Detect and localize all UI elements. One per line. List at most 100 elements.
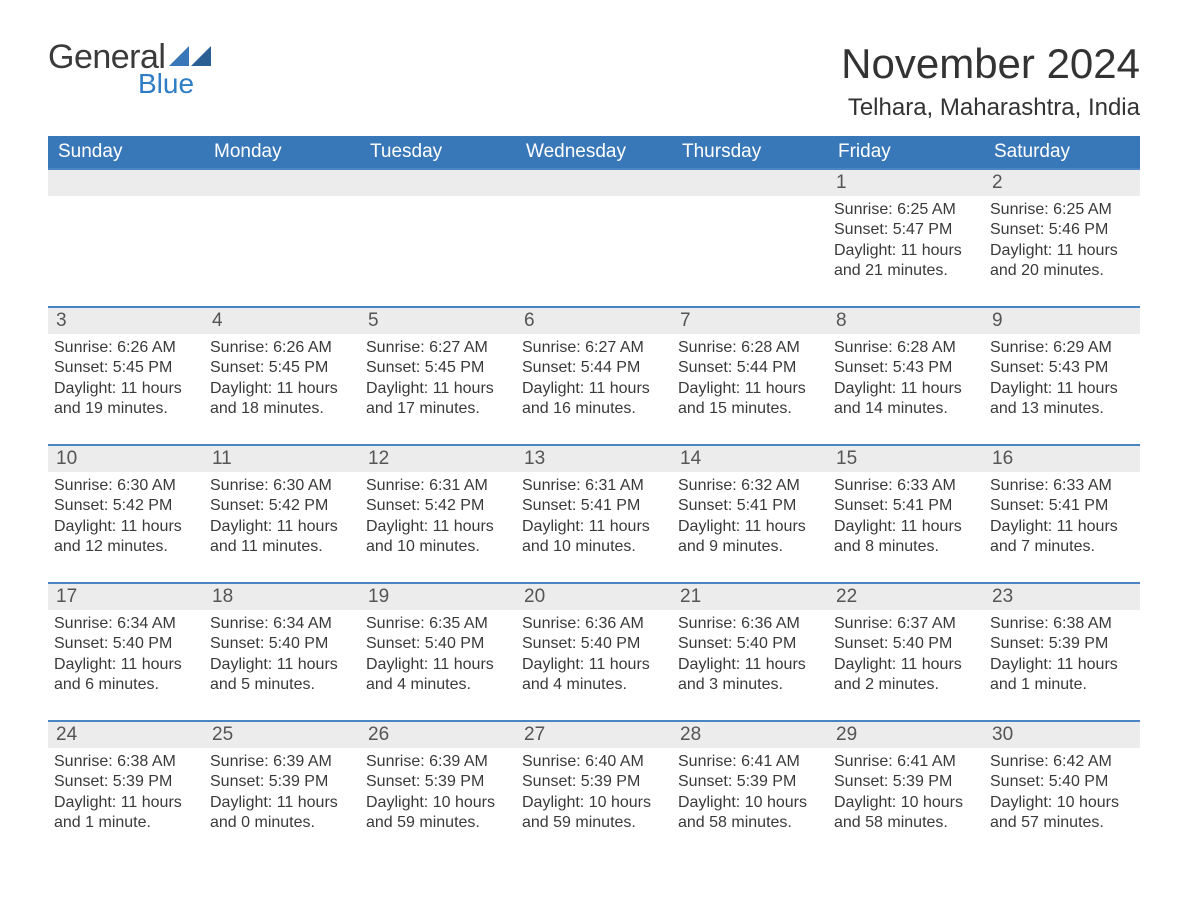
calendar-day-cell: 9Sunrise: 6:29 AMSunset: 5:43 PMDaylight… [984,307,1140,445]
weekday-header: Wednesday [516,136,672,169]
sunrise-line: Sunrise: 6:25 AM [990,200,1134,220]
calendar-day-cell: 14Sunrise: 6:32 AMSunset: 5:41 PMDayligh… [672,445,828,583]
day-details: Sunrise: 6:38 AMSunset: 5:39 PMDaylight:… [984,610,1140,702]
calendar-day-cell: 8Sunrise: 6:28 AMSunset: 5:43 PMDaylight… [828,307,984,445]
sunrise-line: Sunrise: 6:27 AM [366,338,510,358]
day-number: 19 [360,584,516,610]
calendar-day-cell: 24Sunrise: 6:38 AMSunset: 5:39 PMDayligh… [48,721,204,841]
sunrise-line: Sunrise: 6:33 AM [834,476,978,496]
sunset-line: Sunset: 5:39 PM [366,772,510,792]
day-number: 20 [516,584,672,610]
day-number: 6 [516,308,672,334]
daylight-line: Daylight: 11 hours and 10 minutes. [522,517,666,558]
calendar-day-cell: 25Sunrise: 6:39 AMSunset: 5:39 PMDayligh… [204,721,360,841]
calendar-day-cell: 29Sunrise: 6:41 AMSunset: 5:39 PMDayligh… [828,721,984,841]
daylight-line: Daylight: 11 hours and 3 minutes. [678,655,822,696]
daylight-line: Daylight: 11 hours and 4 minutes. [522,655,666,696]
daylight-line: Daylight: 11 hours and 16 minutes. [522,379,666,420]
sunrise-line: Sunrise: 6:29 AM [990,338,1134,358]
day-number: 8 [828,308,984,334]
logo-triangle-icon [169,40,213,68]
sunrise-line: Sunrise: 6:30 AM [210,476,354,496]
calendar-day-cell: 4Sunrise: 6:26 AMSunset: 5:45 PMDaylight… [204,307,360,445]
sunrise-line: Sunrise: 6:41 AM [834,752,978,772]
day-details: Sunrise: 6:41 AMSunset: 5:39 PMDaylight:… [672,748,828,840]
day-number: 26 [360,722,516,748]
sunrise-line: Sunrise: 6:39 AM [210,752,354,772]
calendar-day-cell: 16Sunrise: 6:33 AMSunset: 5:41 PMDayligh… [984,445,1140,583]
daylight-line: Daylight: 11 hours and 13 minutes. [990,379,1134,420]
calendar-day-cell: 11Sunrise: 6:30 AMSunset: 5:42 PMDayligh… [204,445,360,583]
sunset-line: Sunset: 5:43 PM [990,358,1134,378]
day-details: Sunrise: 6:28 AMSunset: 5:43 PMDaylight:… [828,334,984,426]
daylight-line: Daylight: 11 hours and 1 minute. [54,793,198,834]
weekday-header: Saturday [984,136,1140,169]
daylight-line: Daylight: 11 hours and 7 minutes. [990,517,1134,558]
calendar-day-cell [516,169,672,307]
sunset-line: Sunset: 5:45 PM [54,358,198,378]
sunset-line: Sunset: 5:41 PM [990,496,1134,516]
day-number: 7 [672,308,828,334]
logo: General Blue [48,40,213,98]
calendar-day-cell: 12Sunrise: 6:31 AMSunset: 5:42 PMDayligh… [360,445,516,583]
sunrise-line: Sunrise: 6:28 AM [678,338,822,358]
month-title: November 2024 [841,40,1140,88]
sunrise-line: Sunrise: 6:36 AM [522,614,666,634]
day-number: 14 [672,446,828,472]
calendar-day-cell: 20Sunrise: 6:36 AMSunset: 5:40 PMDayligh… [516,583,672,721]
daylight-line: Daylight: 10 hours and 59 minutes. [366,793,510,834]
daylight-line: Daylight: 11 hours and 15 minutes. [678,379,822,420]
sunset-line: Sunset: 5:39 PM [990,634,1134,654]
calendar-day-cell: 19Sunrise: 6:35 AMSunset: 5:40 PMDayligh… [360,583,516,721]
calendar-day-cell: 30Sunrise: 6:42 AMSunset: 5:40 PMDayligh… [984,721,1140,841]
sunset-line: Sunset: 5:39 PM [678,772,822,792]
day-details: Sunrise: 6:41 AMSunset: 5:39 PMDaylight:… [828,748,984,840]
daylight-line: Daylight: 11 hours and 0 minutes. [210,793,354,834]
daylight-line: Daylight: 10 hours and 58 minutes. [678,793,822,834]
day-number: 18 [204,584,360,610]
calendar-day-cell [48,169,204,307]
sunrise-line: Sunrise: 6:25 AM [834,200,978,220]
calendar-day-cell: 2Sunrise: 6:25 AMSunset: 5:46 PMDaylight… [984,169,1140,307]
day-details: Sunrise: 6:26 AMSunset: 5:45 PMDaylight:… [48,334,204,426]
daylight-line: Daylight: 11 hours and 10 minutes. [366,517,510,558]
sunrise-line: Sunrise: 6:26 AM [54,338,198,358]
daylight-line: Daylight: 11 hours and 19 minutes. [54,379,198,420]
location-subtitle: Telhara, Maharashtra, India [841,94,1140,122]
day-details: Sunrise: 6:28 AMSunset: 5:44 PMDaylight:… [672,334,828,426]
day-number: 29 [828,722,984,748]
sunset-line: Sunset: 5:40 PM [990,772,1134,792]
calendar-day-cell: 27Sunrise: 6:40 AMSunset: 5:39 PMDayligh… [516,721,672,841]
calendar-day-cell [672,169,828,307]
sunrise-line: Sunrise: 6:40 AM [522,752,666,772]
sunset-line: Sunset: 5:40 PM [54,634,198,654]
day-details: Sunrise: 6:31 AMSunset: 5:42 PMDaylight:… [360,472,516,564]
day-number: 1 [828,170,984,196]
sunrise-line: Sunrise: 6:26 AM [210,338,354,358]
day-details: Sunrise: 6:30 AMSunset: 5:42 PMDaylight:… [48,472,204,564]
header-bar: General Blue November 2024 Telhara, Maha… [48,40,1140,122]
daylight-line: Daylight: 11 hours and 18 minutes. [210,379,354,420]
sunset-line: Sunset: 5:45 PM [366,358,510,378]
day-number: 2 [984,170,1140,196]
sunset-line: Sunset: 5:40 PM [366,634,510,654]
calendar-week-row: 1Sunrise: 6:25 AMSunset: 5:47 PMDaylight… [48,169,1140,307]
sunset-line: Sunset: 5:45 PM [210,358,354,378]
day-details: Sunrise: 6:25 AMSunset: 5:46 PMDaylight:… [984,196,1140,288]
day-details: Sunrise: 6:27 AMSunset: 5:44 PMDaylight:… [516,334,672,426]
day-details: Sunrise: 6:29 AMSunset: 5:43 PMDaylight:… [984,334,1140,426]
sunrise-line: Sunrise: 6:27 AM [522,338,666,358]
day-number: 28 [672,722,828,748]
weekday-header: Tuesday [360,136,516,169]
day-number: 12 [360,446,516,472]
calendar-day-cell: 28Sunrise: 6:41 AMSunset: 5:39 PMDayligh… [672,721,828,841]
day-details: Sunrise: 6:40 AMSunset: 5:39 PMDaylight:… [516,748,672,840]
calendar-day-cell: 22Sunrise: 6:37 AMSunset: 5:40 PMDayligh… [828,583,984,721]
sunrise-line: Sunrise: 6:30 AM [54,476,198,496]
sunrise-line: Sunrise: 6:31 AM [366,476,510,496]
sunrise-line: Sunrise: 6:36 AM [678,614,822,634]
daylight-line: Daylight: 11 hours and 1 minute. [990,655,1134,696]
daylight-line: Daylight: 11 hours and 6 minutes. [54,655,198,696]
sunrise-line: Sunrise: 6:39 AM [366,752,510,772]
day-number: 3 [48,308,204,334]
